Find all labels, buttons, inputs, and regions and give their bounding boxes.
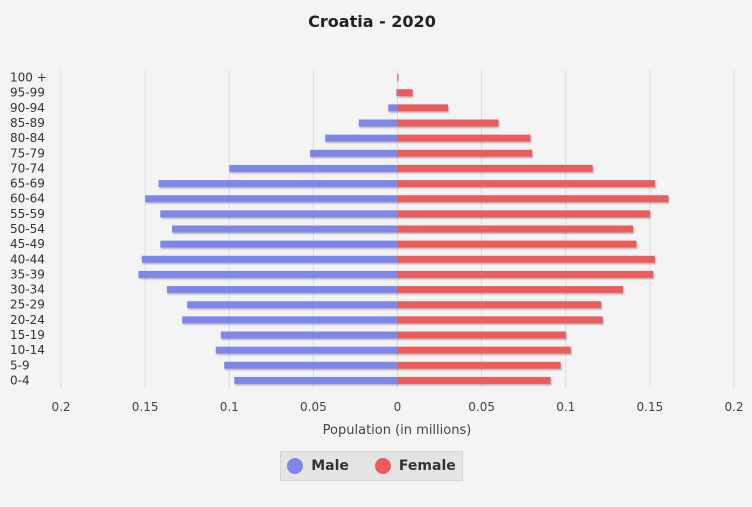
bar-male[interactable] [158, 180, 398, 188]
y-tick-label: 20-24 [10, 313, 45, 327]
bar-female[interactable] [397, 240, 637, 248]
y-tick-label: 45-49 [10, 237, 45, 251]
y-tick-label: 15-19 [10, 328, 45, 342]
x-tick-label: 0.05 [468, 400, 495, 414]
y-tick-label: 25-29 [10, 298, 45, 312]
bar-female[interactable] [397, 164, 593, 172]
y-tick-label: 40-44 [10, 252, 45, 266]
bar-male[interactable] [141, 255, 398, 263]
y-tick-label: 30-34 [10, 283, 45, 297]
y-tick-label: 0-4 [10, 373, 30, 387]
y-tick-label: 65-69 [10, 177, 45, 191]
legend-label-male: Male [311, 458, 349, 474]
bar-male[interactable] [160, 210, 398, 218]
bar-male[interactable] [396, 89, 398, 97]
bar-male[interactable] [229, 164, 398, 172]
legend-label-female: Female [398, 458, 456, 474]
x-axis-title: Population (in millions) [323, 423, 472, 438]
y-tick-label: 80-84 [10, 131, 45, 145]
bar-male[interactable] [145, 195, 398, 203]
y-tick-label: 50-54 [10, 222, 45, 236]
bar-male[interactable] [310, 149, 398, 157]
bar-female[interactable] [397, 225, 634, 233]
bar-male[interactable] [388, 104, 398, 112]
bar-female[interactable] [397, 74, 399, 82]
y-tick-label: 70-74 [10, 161, 45, 175]
bar-female[interactable] [397, 149, 533, 157]
female-color-dot [374, 458, 391, 474]
bars [138, 74, 669, 384]
bar-female[interactable] [397, 104, 448, 112]
bar-female[interactable] [397, 270, 654, 278]
bar-male[interactable] [182, 316, 398, 324]
x-tick-label: 0.1 [220, 400, 239, 414]
y-tick-label: 55-59 [10, 207, 45, 221]
bar-female[interactable] [397, 346, 571, 354]
bar-male[interactable] [220, 331, 398, 339]
bar-female[interactable] [397, 331, 566, 339]
x-tick-label: 0.15 [132, 400, 159, 414]
legend-item-male[interactable]: Male [287, 458, 349, 474]
bar-male[interactable] [234, 376, 398, 384]
y-tick-label: 95-99 [10, 86, 45, 100]
bar-male[interactable] [215, 346, 398, 354]
x-tick-label: 0.1 [556, 400, 575, 414]
y-tick-label: 10-14 [10, 343, 45, 357]
chart-title: Croatia - 2020 [308, 12, 436, 31]
y-tick-label: 60-64 [10, 192, 45, 206]
x-axis-labels: 0.2 0.15 0.1 0.05 0 0.05 0.1 0.15 0.2 [51, 400, 743, 414]
bar-female[interactable] [397, 286, 623, 294]
x-tick-label: 0.2 [51, 400, 70, 414]
legend-item-female[interactable]: Female [374, 458, 456, 474]
bar-female[interactable] [397, 255, 655, 263]
bar-female[interactable] [397, 134, 531, 142]
bar-female[interactable] [397, 301, 602, 309]
y-tick-label: 5-9 [10, 358, 30, 372]
bar-male[interactable] [358, 119, 398, 127]
bar-female[interactable] [397, 316, 603, 324]
bar-male[interactable] [138, 270, 398, 278]
bar-male[interactable] [160, 240, 398, 248]
bar-female[interactable] [397, 361, 561, 369]
bar-male[interactable] [187, 301, 398, 309]
bar-female[interactable] [397, 180, 655, 188]
y-tick-label: 75-79 [10, 146, 45, 160]
y-tick-label: 100 + [10, 71, 47, 85]
legend: Male Female [280, 451, 463, 481]
male-color-dot [287, 458, 304, 474]
bar-male[interactable] [224, 361, 398, 369]
bar-female[interactable] [397, 210, 650, 218]
bar-male[interactable] [325, 134, 398, 142]
bar-female[interactable] [397, 89, 413, 97]
y-tick-label: 90-94 [10, 101, 45, 115]
bar-female[interactable] [397, 376, 551, 384]
x-tick-label: 0 [394, 400, 402, 414]
x-tick-label: 0.05 [300, 400, 327, 414]
bar-male[interactable] [166, 286, 398, 294]
y-tick-label: 35-39 [10, 267, 45, 281]
bar-female[interactable] [397, 195, 669, 203]
x-tick-label: 0.2 [724, 400, 743, 414]
bar-female[interactable] [397, 119, 499, 127]
bar-male[interactable] [172, 225, 398, 233]
y-tick-label: 85-89 [10, 116, 45, 130]
x-tick-label: 0.15 [637, 400, 664, 414]
